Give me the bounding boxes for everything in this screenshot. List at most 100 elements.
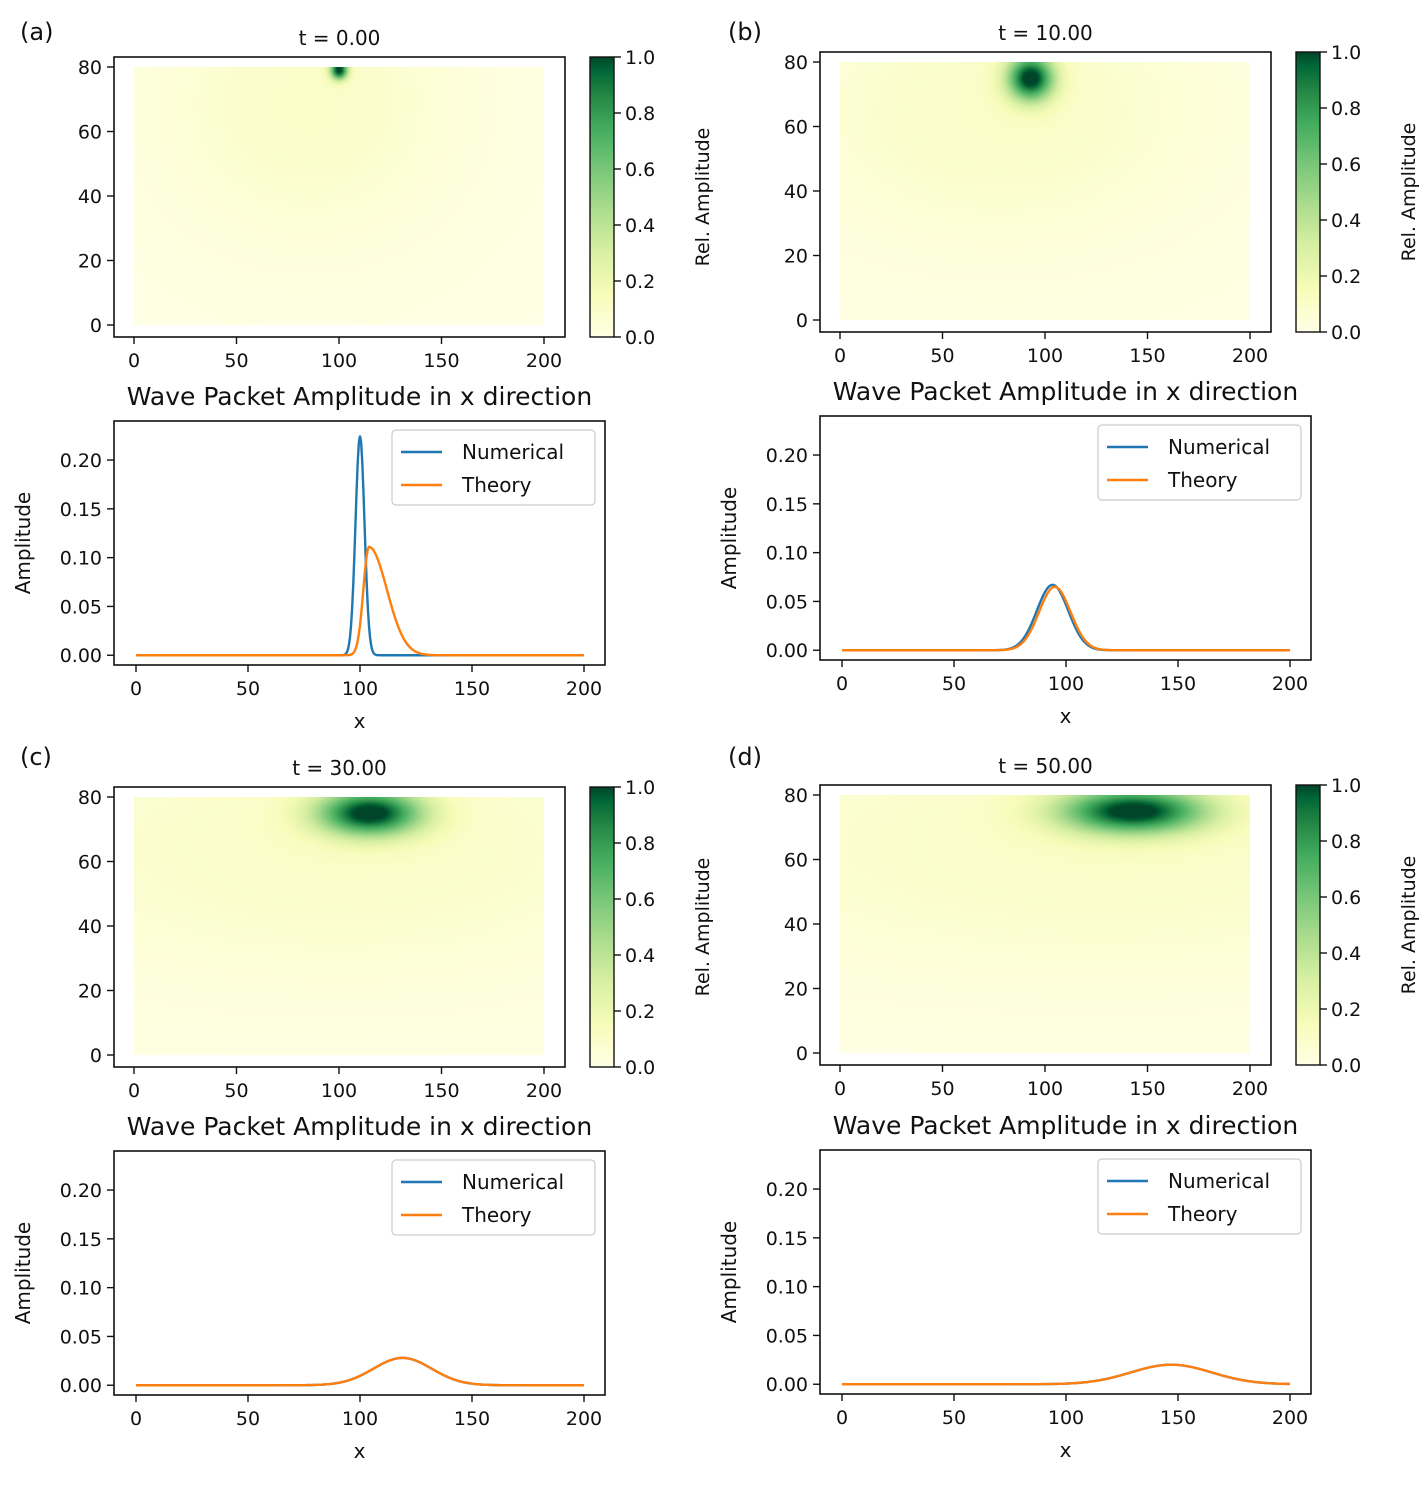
- colorbar-tick-label: 0.8: [625, 103, 655, 125]
- colorbar-tick-label: 0.0: [625, 1057, 655, 1079]
- colorbar-tick-label: 1.0: [625, 777, 655, 799]
- x-tick-label: 150: [1160, 673, 1196, 695]
- heatmap-panel: t = 30.00 0 50 100 150 200 0 20 40 60 80 0.0 0.2 0.4 0…: [78, 756, 714, 1102]
- y-tick-label: 0.10: [766, 1277, 808, 1299]
- x-tick-label: 0: [836, 1407, 848, 1429]
- colorbar-label: Rel. Amplitude: [1398, 123, 1420, 262]
- line-chart-title: Wave Packet Amplitude in x direction: [833, 377, 1298, 406]
- colorbar-tick-label: 0.6: [625, 159, 655, 181]
- y-tick-label: 0: [90, 1045, 102, 1067]
- y-tick-label: 0.05: [60, 1326, 102, 1348]
- y-tick-label: 80: [784, 785, 808, 807]
- y-tick-label: 0.15: [60, 499, 102, 521]
- legend-label-theory: Theory: [1167, 1202, 1238, 1226]
- legend-box: [1097, 1158, 1302, 1235]
- legend-box: [391, 1159, 596, 1236]
- x-tick-label: 100: [1048, 1407, 1084, 1429]
- colorbar-tick-label: 0.2: [625, 271, 655, 293]
- colorbar-tick-label: 0.2: [1331, 266, 1361, 288]
- y-tick-label: 60: [78, 122, 102, 144]
- x-axis-label: x: [1060, 704, 1072, 728]
- y-tick-label: 40: [78, 186, 102, 208]
- x-tick-label: 100: [321, 350, 357, 372]
- x-axis-label: x: [354, 1439, 366, 1463]
- x-tick-label: 200: [1272, 1407, 1308, 1429]
- x-tick-label: 50: [224, 1080, 248, 1102]
- colorbar-label: Rel. Amplitude: [692, 858, 714, 997]
- y-tick-label: 0.00: [766, 640, 808, 662]
- y-tick-label: 0: [90, 315, 102, 337]
- colorbar-label: Rel. Amplitude: [692, 128, 714, 267]
- series-line-theory: [842, 1363, 1291, 1386]
- x-tick-label: 200: [1232, 345, 1268, 367]
- colorbar: [589, 786, 615, 1068]
- colorbar-tick-label: 0.4: [1331, 943, 1361, 965]
- x-tick-label: 0: [128, 1080, 140, 1102]
- line-chart-title: Wave Packet Amplitude in x direction: [127, 1112, 592, 1141]
- heatmap-image: [134, 797, 544, 1055]
- x-tick-label: 100: [1027, 345, 1063, 367]
- x-tick-label: 0: [130, 1408, 142, 1430]
- y-axis-label: Amplitude: [717, 1221, 741, 1324]
- colorbar: [1295, 51, 1321, 333]
- heatmap-panel: t = 0.00 0 50 100 150 200 0 20 40 60 80 0.0 0.2 0.4 0.…: [78, 26, 714, 372]
- legend-label-theory: Theory: [1167, 468, 1238, 492]
- colorbar-tick-label: 0.2: [1331, 999, 1361, 1021]
- colorbar-tick-label: 0.4: [1331, 210, 1361, 232]
- line-chart-title: Wave Packet Amplitude in x direction: [833, 1111, 1298, 1140]
- line-panel: Wave Packet Amplitude in x direction 0 50 1…: [11, 1112, 606, 1463]
- x-tick-label: 150: [1129, 1078, 1165, 1100]
- y-tick-label: 0.00: [60, 1375, 102, 1397]
- y-tick-label: 80: [78, 57, 102, 79]
- y-tick-label: 80: [784, 52, 808, 74]
- colorbar-label: Rel. Amplitude: [1398, 856, 1420, 995]
- colorbar-tick-label: 0.4: [625, 945, 655, 967]
- x-tick-label: 50: [930, 345, 954, 367]
- heatmap-title: t = 0.00: [299, 26, 381, 50]
- y-tick-label: 0: [796, 1043, 808, 1065]
- x-tick-label: 100: [1027, 1078, 1063, 1100]
- legend-label-theory: Theory: [461, 473, 532, 497]
- legend-label-numerical: Numerical: [1168, 435, 1270, 459]
- line-chart-title: Wave Packet Amplitude in x direction: [127, 382, 592, 411]
- legend-label-numerical: Numerical: [462, 1170, 564, 1194]
- x-tick-label: 200: [526, 1080, 562, 1102]
- colorbar-tick-label: 0.4: [625, 215, 655, 237]
- x-tick-label: 100: [342, 1408, 378, 1430]
- colorbar-tick-label: 0.6: [1331, 887, 1361, 909]
- y-tick-label: 20: [78, 981, 102, 1003]
- y-tick-label: 0.15: [766, 1228, 808, 1250]
- heatmap-title: t = 50.00: [998, 754, 1093, 778]
- line-panel: Wave Packet Amplitude in x direction 0 50 1…: [11, 382, 606, 733]
- line-panel: Wave Packet Amplitude in x direction 0 50 1…: [717, 377, 1312, 728]
- y-tick-label: 0.00: [60, 645, 102, 667]
- x-tick-label: 50: [942, 1407, 966, 1429]
- colorbar-tick-label: 0.8: [1331, 831, 1361, 853]
- y-tick-label: 0.20: [60, 450, 102, 472]
- heatmap-image: [840, 62, 1250, 320]
- colorbar-tick-label: 1.0: [1331, 775, 1361, 797]
- colorbar-tick-label: 0.2: [625, 1001, 655, 1023]
- y-axis-label: Amplitude: [11, 492, 35, 595]
- colorbar-tick-label: 0.8: [1331, 98, 1361, 120]
- series-line-numerical: [136, 1356, 584, 1387]
- x-axis-label: x: [354, 709, 366, 733]
- y-tick-label: 0.05: [60, 596, 102, 618]
- x-axis-label: x: [1060, 1438, 1072, 1462]
- heatmap-image: [134, 67, 544, 325]
- y-tick-label: 80: [78, 787, 102, 809]
- series-line-theory: [136, 1356, 584, 1387]
- colorbar-tick-label: 0.0: [1331, 322, 1361, 344]
- x-tick-label: 50: [930, 1078, 954, 1100]
- x-tick-label: 200: [1272, 673, 1308, 695]
- x-tick-label: 0: [130, 678, 142, 700]
- panel-label-c: (c): [20, 743, 52, 771]
- x-tick-label: 0: [836, 673, 848, 695]
- x-tick-label: 150: [423, 1080, 459, 1102]
- y-tick-label: 40: [784, 181, 808, 203]
- legend-label-theory: Theory: [461, 1203, 532, 1227]
- y-tick-label: 0.15: [766, 494, 808, 516]
- heatmap-panel: t = 10.00 0 50 100 150 200 0 20 40 60 80 0.0 0.2 0.4 0…: [784, 21, 1420, 367]
- legend-label-numerical: Numerical: [462, 440, 564, 464]
- y-tick-label: 40: [78, 916, 102, 938]
